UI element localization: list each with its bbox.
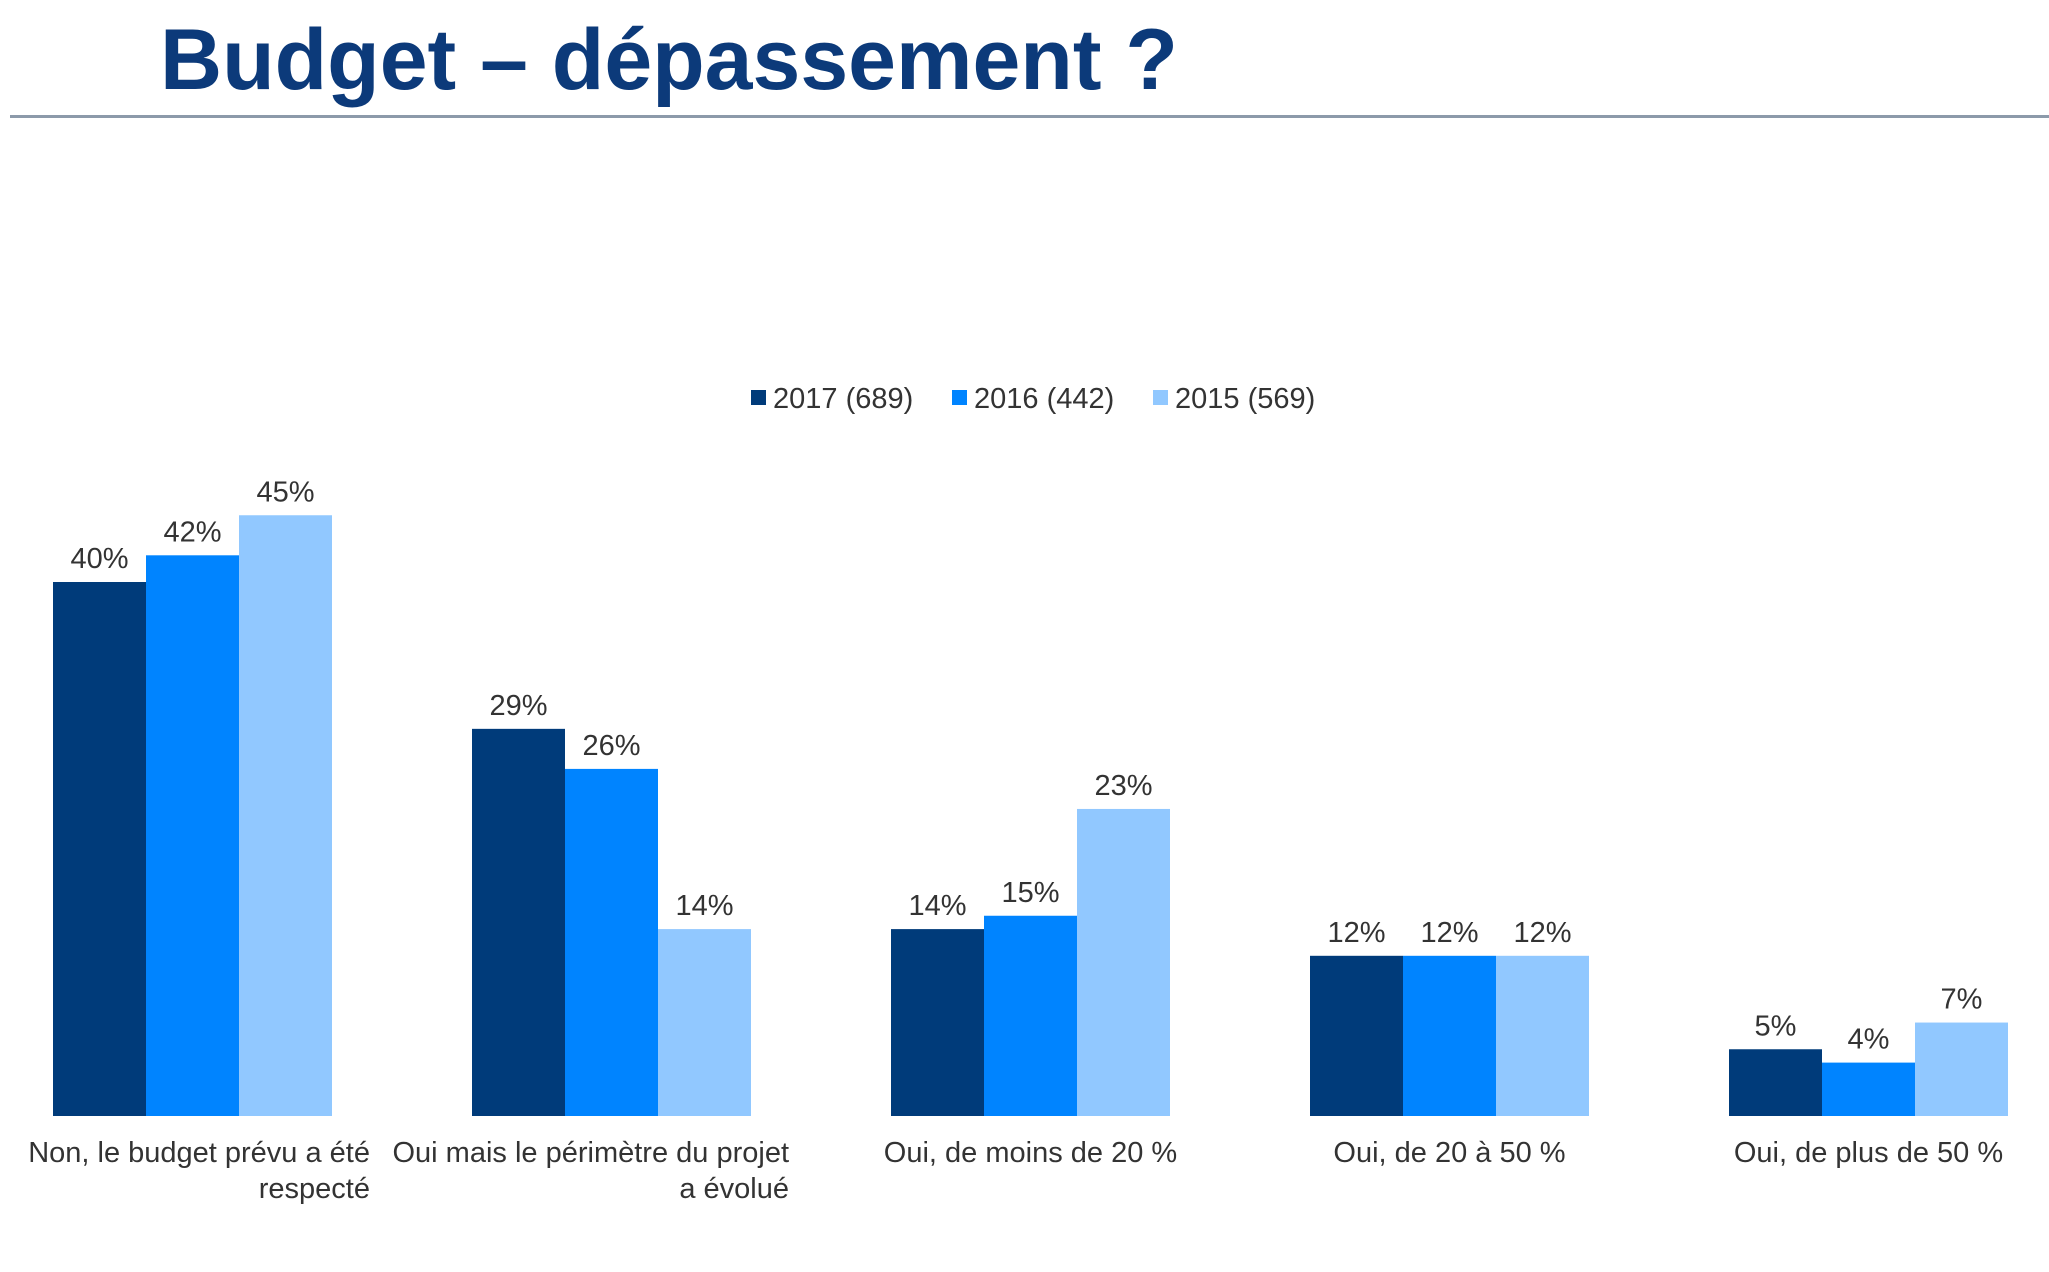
bar-2016-cat-5 <box>1822 1062 1915 1116</box>
legend-label: 2015 (569) <box>1175 383 1315 415</box>
title-divider <box>10 115 2049 118</box>
chart-bars <box>53 515 2008 1116</box>
legend-swatch <box>751 390 766 405</box>
value-label: 14% <box>908 890 966 922</box>
legend-label: 2016 (442) <box>974 383 1114 415</box>
value-label: 12% <box>1513 917 1571 949</box>
category-label: Oui, de moins de 20 % <box>884 1137 1177 1169</box>
chart-category-labels: Non, le budget prévu a été respecté Oui ma… <box>28 1137 2003 1205</box>
page-title: Budget – dépassement ? <box>160 12 1178 108</box>
value-label: 42% <box>163 516 221 548</box>
value-label: 23% <box>1094 770 1152 802</box>
value-label: 26% <box>582 730 640 762</box>
value-label: 7% <box>1941 984 1983 1016</box>
bar-2016-cat-4 <box>1403 955 1496 1116</box>
bar-2017-cat-5 <box>1729 1049 1822 1116</box>
category-label: Oui, de plus de 50 % <box>1734 1137 2003 1169</box>
value-label: 40% <box>70 543 128 575</box>
value-label: 29% <box>489 690 547 722</box>
value-label: 15% <box>1001 877 1059 909</box>
bar-2017-cat-3 <box>891 929 984 1116</box>
bar-2016-cat-2 <box>565 768 658 1116</box>
legend-swatch <box>1153 390 1168 405</box>
category-label: respecté <box>259 1173 370 1205</box>
value-label: 5% <box>1755 1010 1797 1042</box>
category-label: Oui, de 20 à 50 % <box>1333 1137 1565 1169</box>
value-label: 12% <box>1327 917 1385 949</box>
chart-value-labels: 40% 42% 45% 29% 26% 14% 14% 15% 23% 12% 12% 12% 5% 4%… <box>70 476 1982 1055</box>
category-label: a évolué <box>679 1173 789 1205</box>
category-label: Non, le budget prévu a été <box>28 1137 370 1169</box>
value-label: 12% <box>1420 917 1478 949</box>
category-label: Oui mais le périmètre du projet <box>393 1137 790 1169</box>
value-label: 14% <box>675 890 733 922</box>
legend-swatch <box>952 390 967 405</box>
value-label: 4% <box>1848 1024 1890 1056</box>
bar-2017-cat-4 <box>1310 955 1403 1116</box>
bar-2015-cat-1 <box>239 515 332 1116</box>
bar-2016-cat-3 <box>984 915 1077 1116</box>
bar-2015-cat-3 <box>1077 808 1170 1116</box>
bar-2015-cat-5 <box>1915 1022 2008 1116</box>
chart-legend: 2017 (689) 2016 (442) 2015 (569) <box>751 383 1315 415</box>
bar-2015-cat-2 <box>658 929 751 1116</box>
bar-2017-cat-2 <box>472 728 565 1116</box>
bar-2017-cat-1 <box>53 582 146 1116</box>
bar-2015-cat-4 <box>1496 955 1589 1116</box>
value-label: 45% <box>256 476 314 508</box>
legend-label: 2017 (689) <box>773 383 913 415</box>
bar-2016-cat-1 <box>146 555 239 1116</box>
